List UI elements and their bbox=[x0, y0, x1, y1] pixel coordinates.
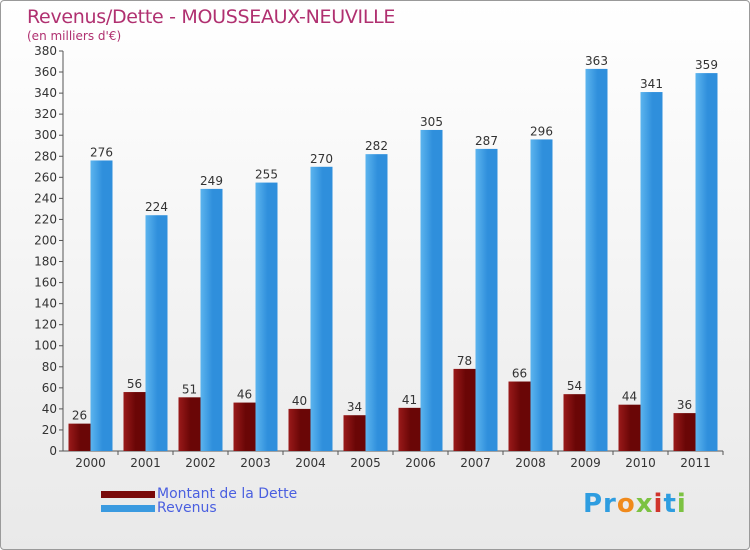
legend-label-debt: Montant de la Dette bbox=[157, 486, 298, 502]
bar-revenue bbox=[145, 215, 168, 451]
y-tick-label: 340 bbox=[34, 86, 57, 100]
data-label-revenue: 224 bbox=[145, 200, 168, 214]
x-tick-label: 2008 bbox=[515, 456, 546, 470]
bar-revenue bbox=[475, 148, 498, 452]
data-label-revenue: 305 bbox=[420, 115, 443, 129]
y-tick-label: 100 bbox=[34, 339, 57, 353]
y-tick-label: 360 bbox=[34, 65, 57, 79]
bar-revenue bbox=[585, 68, 608, 451]
y-tick-label: 300 bbox=[34, 128, 57, 142]
chart-subtitle: (en milliers d'€) bbox=[27, 29, 122, 43]
bar-debt bbox=[123, 392, 146, 451]
bar-debt bbox=[343, 415, 366, 451]
legend-item-revenue: Revenus bbox=[101, 500, 297, 516]
x-tick-label: 2004 bbox=[295, 456, 326, 470]
data-label-revenue: 359 bbox=[695, 58, 718, 72]
bar-debt bbox=[673, 413, 696, 451]
data-label-debt: 36 bbox=[677, 398, 692, 412]
bar-debt bbox=[233, 402, 256, 451]
data-label-revenue: 287 bbox=[475, 134, 498, 148]
bar-debt bbox=[618, 404, 641, 451]
y-tick-label: 380 bbox=[34, 44, 57, 58]
data-label-revenue: 249 bbox=[200, 174, 223, 188]
bar-debt bbox=[508, 381, 531, 451]
y-tick-label: 220 bbox=[34, 212, 57, 226]
legend-item-debt: Montant de la Dette bbox=[101, 486, 298, 502]
x-tick-label: 2001 bbox=[130, 456, 161, 470]
bar-revenue bbox=[640, 92, 663, 451]
y-tick-label: 60 bbox=[42, 381, 57, 395]
y-tick-label: 200 bbox=[34, 233, 57, 247]
bar-revenue bbox=[365, 154, 388, 451]
y-tick-label: 40 bbox=[42, 402, 57, 416]
y-tick-label: 240 bbox=[34, 191, 57, 205]
data-label-revenue: 255 bbox=[255, 168, 278, 182]
x-tick-label: 2007 bbox=[460, 456, 491, 470]
bar-debt bbox=[398, 407, 421, 451]
data-label-revenue: 282 bbox=[365, 139, 388, 153]
y-tick-label: 140 bbox=[34, 297, 57, 311]
bar-revenue bbox=[310, 166, 333, 451]
data-label-revenue: 363 bbox=[585, 54, 608, 68]
data-label-debt: 34 bbox=[347, 400, 362, 414]
data-label-debt: 51 bbox=[182, 382, 197, 396]
y-tick-label: 180 bbox=[34, 255, 57, 269]
data-label-revenue: 296 bbox=[530, 124, 553, 138]
data-label-debt: 44 bbox=[622, 390, 637, 404]
y-tick-label: 20 bbox=[42, 423, 57, 437]
bar-revenue bbox=[90, 160, 113, 451]
bar-debt bbox=[453, 368, 476, 451]
data-label-revenue: 276 bbox=[90, 145, 113, 159]
y-tick-label: 260 bbox=[34, 170, 57, 184]
y-tick-label: 160 bbox=[34, 276, 57, 290]
data-label-debt: 54 bbox=[567, 379, 582, 393]
y-tick-label: 320 bbox=[34, 107, 57, 121]
bar-revenue bbox=[695, 73, 718, 452]
y-tick-label: 80 bbox=[42, 360, 57, 374]
bar-debt bbox=[288, 408, 311, 451]
bar-revenue bbox=[255, 182, 278, 451]
proxiti-logo: Proxiti bbox=[583, 489, 687, 519]
y-tick-label: 120 bbox=[34, 318, 57, 332]
data-label-revenue: 341 bbox=[640, 77, 663, 91]
bar-revenue bbox=[420, 129, 443, 451]
y-tick-label: 0 bbox=[49, 444, 57, 458]
data-label-debt: 56 bbox=[127, 377, 142, 391]
chart-title: Revenus/Dette - MOUSSEAUX-NEUVILLE bbox=[27, 6, 396, 28]
legend-swatch-debt bbox=[101, 490, 155, 498]
data-label-debt: 66 bbox=[512, 367, 527, 381]
x-tick-label: 2006 bbox=[405, 456, 436, 470]
bar-debt bbox=[563, 394, 586, 451]
data-label-debt: 78 bbox=[457, 354, 472, 368]
x-tick-label: 2010 bbox=[625, 456, 656, 470]
data-label-debt: 46 bbox=[237, 388, 252, 402]
x-tick-label: 2000 bbox=[75, 456, 106, 470]
x-tick-label: 2002 bbox=[185, 456, 216, 470]
x-tick-label: 2011 bbox=[680, 456, 711, 470]
bar-revenue bbox=[200, 188, 223, 452]
data-label-debt: 26 bbox=[72, 409, 87, 423]
bar-debt bbox=[68, 423, 91, 451]
legend-swatch-revenue bbox=[101, 504, 155, 512]
data-label-debt: 41 bbox=[402, 393, 417, 407]
bar-revenue bbox=[530, 139, 553, 451]
x-tick-label: 2003 bbox=[240, 456, 271, 470]
bar-debt bbox=[178, 397, 201, 451]
y-tick-label: 280 bbox=[34, 149, 57, 163]
x-tick-label: 2005 bbox=[350, 456, 381, 470]
x-tick-label: 2009 bbox=[570, 456, 601, 470]
legend-label-revenue: Revenus bbox=[157, 500, 217, 516]
data-label-revenue: 270 bbox=[310, 152, 333, 166]
legend: Montant de la Dette Revenus bbox=[101, 486, 298, 516]
data-label-debt: 40 bbox=[292, 394, 307, 408]
